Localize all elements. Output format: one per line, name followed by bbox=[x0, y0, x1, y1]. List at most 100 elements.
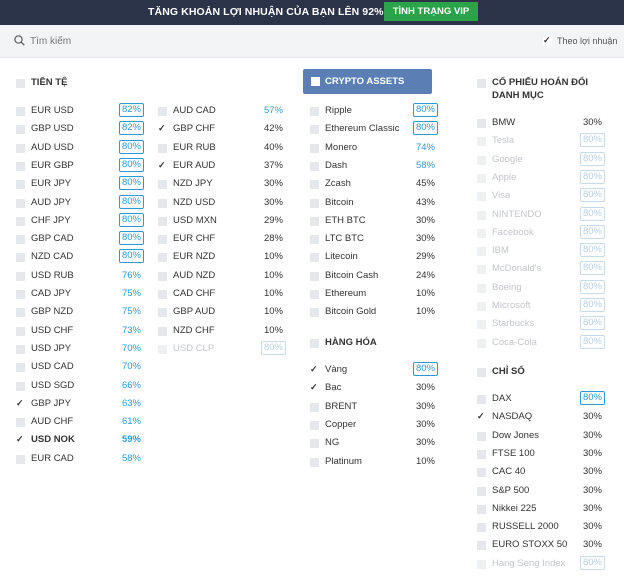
currency-checkbox[interactable] bbox=[16, 382, 25, 391]
currency-checkbox[interactable] bbox=[16, 398, 25, 409]
stock-checkbox[interactable] bbox=[477, 174, 486, 183]
section-commodities-checkbox[interactable] bbox=[310, 339, 319, 348]
currency-checkbox[interactable] bbox=[158, 272, 167, 281]
crypto-row[interactable]: Ethereum Classic 80% bbox=[310, 121, 438, 136]
currency-checkbox[interactable] bbox=[16, 418, 25, 427]
index-row[interactable]: FTSE 100 30% bbox=[477, 447, 605, 461]
commodity-checkbox[interactable] bbox=[310, 458, 319, 467]
stock-row[interactable]: BMW 30% bbox=[477, 116, 605, 130]
stock-row[interactable]: NINTENDO 80% bbox=[477, 207, 605, 222]
crypto-checkbox[interactable] bbox=[310, 144, 319, 153]
stock-row[interactable]: McDonald's 80% bbox=[477, 261, 605, 276]
stock-checkbox[interactable] bbox=[477, 265, 486, 274]
currency-checkbox[interactable] bbox=[16, 180, 25, 189]
currency-checkbox[interactable] bbox=[16, 434, 25, 445]
currency-checkbox[interactable] bbox=[16, 235, 25, 244]
currency-checkbox[interactable] bbox=[16, 253, 25, 262]
currency-row[interactable]: USD CLP 80% bbox=[158, 341, 286, 356]
currency-row[interactable]: USD CAD 70% bbox=[16, 360, 144, 374]
currency-checkbox[interactable] bbox=[16, 345, 25, 354]
currency-checkbox[interactable] bbox=[16, 455, 25, 464]
currency-row[interactable]: EUR RUB 40% bbox=[158, 141, 286, 155]
section-crypto-checkbox[interactable] bbox=[311, 77, 320, 86]
currency-row[interactable]: USD RUB 76% bbox=[16, 269, 144, 283]
section-currency-checkbox[interactable] bbox=[16, 79, 25, 88]
currency-row[interactable]: USD CHF 73% bbox=[16, 324, 144, 338]
index-row[interactable]: Hang Seng Index 80% bbox=[477, 556, 605, 571]
currency-checkbox[interactable] bbox=[158, 308, 167, 317]
vip-status-button[interactable]: TÌNH TRẠNG VIP bbox=[384, 2, 478, 21]
commodity-row[interactable]: Copper 30% bbox=[310, 418, 438, 432]
stock-row[interactable]: Apple 80% bbox=[477, 170, 605, 185]
stock-checkbox[interactable] bbox=[477, 119, 486, 128]
stock-row[interactable]: Boeing 80% bbox=[477, 280, 605, 295]
stock-row[interactable]: IBM 80% bbox=[477, 243, 605, 258]
crypto-row[interactable]: Bitcoin Cash 24% bbox=[310, 269, 438, 283]
currency-row[interactable]: AUD USD 80% bbox=[16, 140, 144, 155]
currency-checkbox[interactable] bbox=[158, 160, 167, 171]
commodity-row[interactable]: Platinum 10% bbox=[310, 455, 438, 469]
currency-checkbox[interactable] bbox=[158, 180, 167, 189]
currency-row[interactable]: USD MXN 29% bbox=[158, 214, 286, 228]
currency-row[interactable]: GBP CAD 80% bbox=[16, 231, 144, 246]
stock-checkbox[interactable] bbox=[477, 211, 486, 220]
crypto-checkbox[interactable] bbox=[310, 290, 319, 299]
currency-checkbox[interactable] bbox=[158, 345, 167, 354]
currency-row[interactable]: AUD CAD 57% bbox=[158, 104, 286, 118]
currency-row[interactable]: EUR NZD 10% bbox=[158, 250, 286, 264]
currency-row[interactable]: USD NOK 59% bbox=[16, 433, 144, 447]
stock-row[interactable]: Starbucks 80% bbox=[477, 316, 605, 331]
stock-checkbox[interactable] bbox=[477, 320, 486, 329]
currency-checkbox[interactable] bbox=[158, 235, 167, 244]
currency-row[interactable]: EUR USD 82% bbox=[16, 103, 144, 118]
stock-row[interactable]: Microsoft 80% bbox=[477, 298, 605, 313]
stock-checkbox[interactable] bbox=[477, 339, 486, 348]
currency-row[interactable]: GBP NZD 75% bbox=[16, 305, 144, 319]
index-row[interactable]: NASDAQ 30% bbox=[477, 410, 605, 424]
crypto-row[interactable]: ETH BTC 30% bbox=[310, 214, 438, 228]
index-checkbox[interactable] bbox=[477, 432, 486, 441]
currency-row[interactable]: EUR CHF 28% bbox=[158, 232, 286, 246]
index-row[interactable]: CAC 40 30% bbox=[477, 465, 605, 479]
index-checkbox[interactable] bbox=[477, 505, 486, 514]
currency-row[interactable]: CAD JPY 75% bbox=[16, 287, 144, 301]
crypto-row[interactable]: Dash 58% bbox=[310, 159, 438, 173]
commodity-checkbox[interactable] bbox=[310, 403, 319, 412]
crypto-checkbox[interactable] bbox=[310, 199, 319, 208]
currency-row[interactable]: AUD JPY 80% bbox=[16, 195, 144, 210]
currency-row[interactable]: EUR CAD 58% bbox=[16, 452, 144, 466]
currency-checkbox[interactable] bbox=[16, 290, 25, 299]
currency-checkbox[interactable] bbox=[16, 217, 25, 226]
stock-checkbox[interactable] bbox=[477, 284, 486, 293]
crypto-checkbox[interactable] bbox=[310, 162, 319, 171]
currency-row[interactable]: GBP CHF 42% bbox=[158, 122, 286, 136]
search-input[interactable] bbox=[30, 34, 330, 49]
stock-row[interactable]: Coca-Cola 80% bbox=[477, 335, 605, 350]
commodity-row[interactable]: BRENT 30% bbox=[310, 400, 438, 414]
index-row[interactable]: DAX 80% bbox=[477, 391, 605, 406]
currency-row[interactable]: USD SGD 66% bbox=[16, 379, 144, 393]
index-row[interactable]: Dow Jones 30% bbox=[477, 429, 605, 443]
commodity-row[interactable]: NG 30% bbox=[310, 436, 438, 450]
index-checkbox[interactable] bbox=[477, 468, 486, 477]
stock-row[interactable]: Visa 80% bbox=[477, 188, 605, 203]
currency-row[interactable]: GBP JPY 63% bbox=[16, 397, 144, 411]
crypto-checkbox[interactable] bbox=[310, 235, 319, 244]
index-checkbox[interactable] bbox=[477, 560, 486, 569]
currency-checkbox[interactable] bbox=[158, 123, 167, 134]
currency-checkbox[interactable] bbox=[16, 308, 25, 317]
crypto-checkbox[interactable] bbox=[310, 217, 319, 226]
index-checkbox[interactable] bbox=[477, 523, 486, 532]
currency-checkbox[interactable] bbox=[158, 144, 167, 153]
currency-row[interactable]: NZD JPY 30% bbox=[158, 177, 286, 191]
crypto-checkbox[interactable] bbox=[310, 308, 319, 317]
crypto-checkbox[interactable] bbox=[310, 272, 319, 281]
stock-row[interactable]: Facebook 80% bbox=[477, 225, 605, 240]
commodity-row[interactable]: Vàng 80% bbox=[310, 362, 438, 377]
index-row[interactable]: RUSSELL 2000 30% bbox=[477, 520, 605, 534]
sort-by-profit-checkbox[interactable] bbox=[543, 35, 552, 46]
stock-checkbox[interactable] bbox=[477, 229, 486, 238]
crypto-row[interactable]: Bitcoin Gold 10% bbox=[310, 305, 438, 319]
currency-row[interactable]: EUR JPY 80% bbox=[16, 176, 144, 191]
currency-checkbox[interactable] bbox=[158, 217, 167, 226]
